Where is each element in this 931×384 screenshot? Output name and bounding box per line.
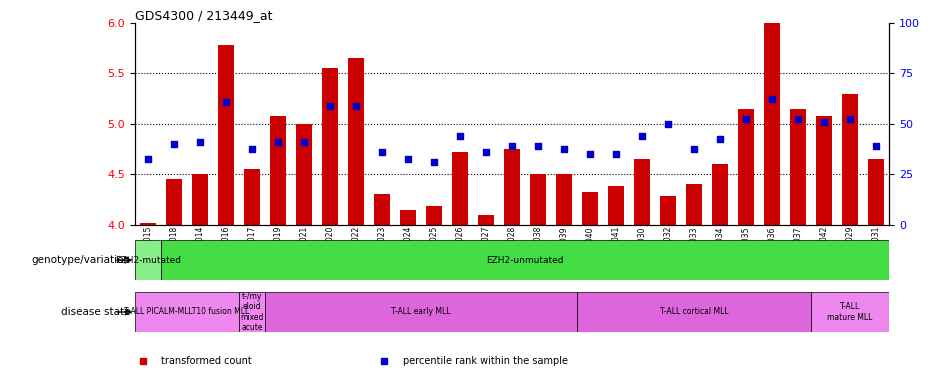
Point bbox=[479, 149, 493, 155]
Bar bbox=[374, 194, 390, 225]
Bar bbox=[192, 174, 208, 225]
Point bbox=[583, 151, 598, 157]
Bar bbox=[218, 45, 234, 225]
Bar bbox=[869, 159, 884, 225]
Point bbox=[712, 136, 727, 142]
Point bbox=[245, 146, 260, 152]
Text: percentile rank within the sample: percentile rank within the sample bbox=[403, 356, 568, 366]
Point bbox=[322, 103, 337, 109]
Bar bbox=[244, 169, 260, 225]
Point bbox=[374, 149, 389, 155]
Point bbox=[348, 103, 363, 109]
Point bbox=[816, 119, 831, 125]
FancyBboxPatch shape bbox=[577, 292, 811, 332]
Point bbox=[400, 156, 415, 162]
Text: disease state: disease state bbox=[61, 307, 130, 317]
FancyBboxPatch shape bbox=[239, 292, 265, 332]
Bar bbox=[296, 124, 312, 225]
Point bbox=[661, 121, 676, 127]
Bar bbox=[141, 223, 155, 225]
Point bbox=[531, 143, 546, 149]
Point bbox=[609, 151, 624, 157]
FancyBboxPatch shape bbox=[135, 292, 239, 332]
Point bbox=[790, 116, 805, 122]
Bar bbox=[582, 192, 598, 225]
Point bbox=[687, 146, 702, 152]
Text: t-/my
eloid
mixed
acute: t-/my eloid mixed acute bbox=[240, 292, 263, 332]
Point bbox=[843, 116, 857, 122]
Text: EZH2-mutated: EZH2-mutated bbox=[115, 256, 181, 265]
Point bbox=[426, 159, 441, 165]
Bar bbox=[452, 152, 468, 225]
Bar bbox=[479, 215, 493, 225]
Text: T-ALL early MLL: T-ALL early MLL bbox=[391, 308, 451, 316]
Text: transformed count: transformed count bbox=[161, 356, 252, 366]
Point bbox=[764, 96, 779, 102]
FancyBboxPatch shape bbox=[265, 292, 577, 332]
Point bbox=[635, 133, 650, 139]
Text: T-ALL cortical MLL: T-ALL cortical MLL bbox=[660, 308, 728, 316]
Bar bbox=[608, 186, 624, 225]
Bar bbox=[322, 68, 338, 225]
Point bbox=[297, 139, 312, 145]
FancyBboxPatch shape bbox=[161, 240, 889, 280]
Bar bbox=[505, 149, 519, 225]
Bar bbox=[634, 159, 650, 225]
Point bbox=[141, 156, 155, 162]
Bar bbox=[738, 109, 754, 225]
Point bbox=[452, 133, 467, 139]
Point bbox=[505, 143, 519, 149]
Text: EZH2-unmutated: EZH2-unmutated bbox=[486, 256, 564, 265]
Bar bbox=[426, 207, 442, 225]
FancyBboxPatch shape bbox=[811, 292, 889, 332]
FancyBboxPatch shape bbox=[135, 240, 161, 280]
Text: T-ALL PICALM-MLLT10 fusion MLL: T-ALL PICALM-MLLT10 fusion MLL bbox=[125, 308, 250, 316]
Point bbox=[219, 99, 234, 105]
Point bbox=[271, 139, 286, 145]
Bar bbox=[556, 174, 572, 225]
Bar bbox=[167, 179, 182, 225]
Bar bbox=[531, 174, 546, 225]
Text: genotype/variation: genotype/variation bbox=[32, 255, 130, 265]
Text: T-ALL
mature MLL: T-ALL mature MLL bbox=[828, 302, 872, 322]
Point bbox=[193, 139, 208, 145]
Point bbox=[167, 141, 182, 147]
Bar bbox=[400, 210, 416, 225]
Bar bbox=[712, 164, 728, 225]
Bar bbox=[843, 94, 857, 225]
Point bbox=[869, 143, 884, 149]
Bar bbox=[660, 197, 676, 225]
Text: GDS4300 / 213449_at: GDS4300 / 213449_at bbox=[135, 9, 273, 22]
Bar bbox=[686, 184, 702, 225]
Bar bbox=[816, 116, 832, 225]
Point bbox=[557, 146, 572, 152]
Bar bbox=[790, 109, 806, 225]
Bar bbox=[764, 23, 780, 225]
Bar bbox=[348, 58, 364, 225]
Point bbox=[738, 116, 753, 122]
Bar bbox=[270, 116, 286, 225]
